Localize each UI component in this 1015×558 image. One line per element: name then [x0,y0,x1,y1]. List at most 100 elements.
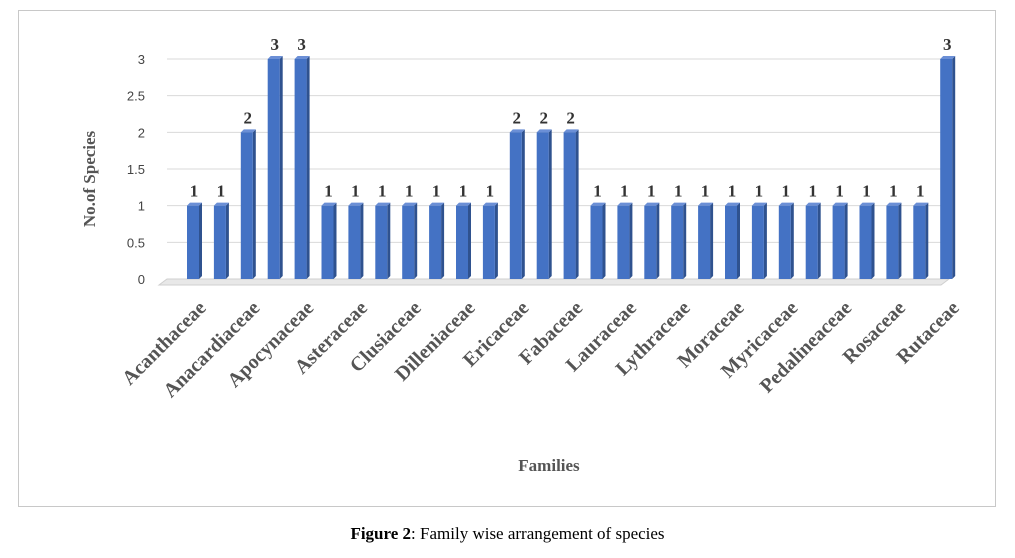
bar [213,205,226,279]
bar [590,205,603,279]
bar-top [213,202,229,206]
bar-top [590,202,606,206]
bar [482,205,495,279]
bar [402,205,415,279]
data-label: 1 [701,182,710,201]
bar-side [387,202,391,279]
bar [832,205,845,279]
bar-top [429,202,445,206]
bar-top [698,202,714,206]
bar [805,205,818,279]
bar-side [602,202,606,279]
bar-side [575,129,579,279]
bar-top [267,56,283,59]
y-tick-label: 0 [138,272,145,287]
bars [187,56,956,279]
bar [698,205,711,279]
bar-chart: 00.511.522.53 1 123 31 1 1 1 1 1 12 2 21 1 1 1 1 1 1 1 1 1 1… [80,35,964,475]
data-label: 1 [862,182,871,201]
bar [940,59,953,279]
bar [725,205,737,279]
bar-side [225,202,229,279]
bar [913,205,926,279]
data-label: 3 [270,35,279,54]
bar [886,205,899,279]
bar [348,205,361,279]
y-tick-label: 1.5 [127,162,145,177]
bar [375,205,388,279]
bar-top [778,202,794,206]
data-label: 1 [486,182,495,201]
bar-side [763,202,767,279]
bar [671,205,684,279]
bar [617,205,630,279]
bar-top [321,202,337,206]
bar-top [294,56,310,59]
bar [294,59,307,279]
bar [187,205,199,279]
data-label: 1 [324,182,333,201]
bar-side [252,129,256,279]
bar-side [441,202,445,279]
bar-top [348,202,364,206]
bar-side [790,202,794,279]
data-label: 2 [513,108,522,127]
bar [456,205,468,279]
data-label: 1 [432,182,441,201]
data-label: 1 [351,182,360,201]
bar-top [725,202,740,206]
data-label: 1 [808,182,817,201]
y-axis: 0 0.5 1 1.5 2 2.5 3 [127,52,145,287]
bar-top [402,202,418,206]
y-tick-label: 2 [138,125,145,140]
bar-side [817,202,821,279]
bar-side [710,202,714,279]
bar-top [940,56,956,59]
data-label: 3 [943,35,952,54]
data-label: 2 [566,108,575,127]
data-label: 1 [459,182,468,201]
bar [429,205,442,279]
bar-top [509,129,525,133]
bar-top [751,202,767,206]
data-label: 1 [835,182,844,201]
x-axis-labels: AcanthaceaeAnacardiaceaeApocynaceaeAster… [118,297,964,402]
bar-side [656,202,660,279]
data-labels: 1 123 31 1 1 1 1 1 12 2 21 1 1 1 1 1 1 1 1 1 1 1 13 [190,35,952,201]
bar-top [187,202,202,206]
bar [267,59,280,279]
data-label: 1 [217,182,226,201]
y-tick-label: 3 [138,52,145,67]
bar-side [844,202,848,279]
bar-top [240,129,256,133]
data-label: 1 [889,182,898,201]
data-label: 1 [405,182,414,201]
bar-side [521,129,525,279]
bar [509,132,522,279]
data-label: 1 [916,182,925,201]
bar-side [871,202,875,279]
data-label: 1 [755,182,764,201]
y-axis-title: No.of Species [80,130,99,227]
bar-top [805,202,821,206]
bar-side [199,202,202,279]
y-tick-label: 2.5 [127,89,145,104]
data-label: 1 [782,182,791,201]
bar [859,205,872,279]
bar-top [644,202,660,206]
x-axis-title: Families [518,456,580,475]
bar-side [925,202,929,279]
data-label: 1 [728,182,737,201]
y-tick-label: 1 [138,199,145,214]
data-label: 3 [297,35,306,54]
bar [644,205,657,279]
x-tick-label: Anacardiaceae [159,297,264,402]
bar-side [494,202,498,279]
data-label: 2 [539,108,548,127]
bar [563,132,576,279]
bar-side [279,56,283,279]
bar-top [563,129,579,133]
bar-top [913,202,929,206]
bar-side [333,202,337,279]
